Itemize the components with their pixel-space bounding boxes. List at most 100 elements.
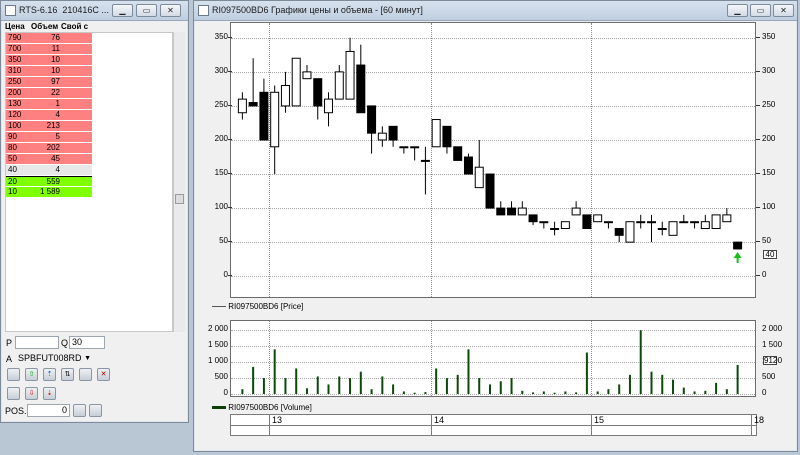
price-gridline [231, 139, 755, 141]
price-chart[interactable] [230, 22, 756, 298]
volume-gridline [231, 394, 755, 395]
candle [603, 221, 613, 229]
candle [463, 153, 473, 175]
flatten-button[interactable] [79, 368, 92, 381]
row-price: 200 [8, 88, 22, 97]
price-tick-mark [756, 207, 760, 209]
order-book-row[interactable]: 40 4 [6, 165, 92, 175]
volume-bar [521, 390, 524, 394]
order-book-header: Цена Объем Свой с [5, 22, 91, 31]
volume-bar [489, 384, 491, 394]
volume-tick-right: 1 500 [762, 340, 783, 350]
close-button[interactable]: ✕ [160, 4, 181, 17]
price-tick-right: 250 [762, 99, 776, 109]
order-book-row[interactable]: 20 559 [6, 176, 92, 186]
sell-stop-icon[interactable]: ⇣ [43, 387, 56, 400]
volume-bar [305, 388, 308, 394]
row-price: 250 [8, 77, 22, 86]
candle [324, 92, 334, 127]
volume-bar [424, 392, 427, 394]
candle [270, 85, 280, 175]
cancel-all-icon[interactable]: ✕ [97, 368, 110, 381]
order-book-table[interactable]: 790 76 700 11 350 10 310 10 250 97 200 22 130 1 120 4 10… [5, 32, 173, 332]
price-input[interactable] [15, 336, 59, 349]
order-book-row[interactable]: 250 97 [6, 77, 92, 87]
maximize-button[interactable]: ▭ [136, 4, 157, 17]
price-tick-mark [756, 70, 760, 72]
chart-close-button[interactable]: ✕ [773, 4, 794, 17]
order-book-row[interactable]: 700 11 [6, 44, 92, 54]
candle [313, 78, 323, 120]
price-tick-mark [756, 241, 760, 243]
chart-maximize-button[interactable]: ▭ [750, 4, 771, 17]
price-tick-left: 350 [214, 31, 228, 41]
price-tick-mark [756, 36, 760, 38]
buy-limit-icon[interactable]: ⇧ [25, 368, 38, 381]
price-tick-mark [756, 275, 760, 277]
candle [657, 221, 667, 236]
candle [377, 126, 387, 147]
candle [679, 214, 689, 224]
candle [507, 201, 517, 216]
position-refresh-button[interactable] [73, 404, 86, 417]
candle [345, 37, 355, 100]
volume-tick-left: 1 000 [207, 356, 228, 366]
volume-bar [553, 392, 556, 394]
order-book-row[interactable]: 200 22 [6, 88, 92, 98]
price-tick-mark [228, 241, 232, 243]
sell-market-button[interactable] [7, 387, 20, 400]
volume-bar [467, 349, 470, 394]
order-book-row[interactable]: 790 76 [6, 33, 92, 43]
volume-bar [564, 391, 567, 394]
buy-market-button[interactable] [7, 368, 20, 381]
row-volume: 45 [51, 154, 60, 163]
order-book-scrollbar[interactable] [173, 32, 185, 332]
volume-bar [725, 389, 728, 394]
row-price: 310 [8, 66, 22, 75]
candle [722, 208, 732, 223]
volume-bar [499, 381, 502, 394]
order-book-row[interactable]: 90 5 [6, 132, 92, 142]
buy-stop-icon[interactable]: ⇡ [43, 368, 56, 381]
volume-bar [381, 376, 384, 394]
order-book-row[interactable]: 130 1 [6, 99, 92, 109]
minimize-button[interactable]: ▁ [112, 4, 133, 17]
order-book-row[interactable]: 100 213 [6, 121, 92, 131]
price-tick-left: 200 [214, 133, 228, 143]
order-book-row[interactable]: 50 45 [6, 154, 92, 164]
sell-limit-icon[interactable]: ⇩ [25, 387, 38, 400]
candle [517, 201, 527, 216]
volume-chart[interactable] [230, 320, 756, 397]
order-book-row[interactable]: 80 202 [6, 143, 92, 153]
order-book-row[interactable]: 10 1 589 [6, 187, 92, 197]
price-tick-mark [756, 173, 760, 175]
order-book-titlebar[interactable]: RTS-6.16 210416C ... ▁ ▭ ✕ [1, 1, 188, 21]
reverse-icon[interactable]: ⇅ [61, 368, 74, 381]
volume-bar [445, 378, 448, 394]
price-gridline [231, 242, 755, 244]
row-volume: 4 [55, 165, 60, 174]
instrument-select[interactable]: SPBFUT008RD ▼ [15, 352, 95, 365]
quantity-input[interactable]: 30 [69, 336, 105, 349]
price-tick-right: 200 [762, 133, 776, 143]
candle [700, 214, 710, 230]
order-book-row[interactable]: 120 4 [6, 110, 92, 120]
date-axis-divider [231, 425, 756, 426]
scroll-thumb[interactable] [175, 194, 184, 204]
row-price: 700 [8, 44, 22, 53]
position-close-button[interactable] [89, 404, 102, 417]
price-tick-mark [228, 173, 232, 175]
date-axis: 13 14 15 18 [230, 414, 764, 436]
arrow-up-icon [733, 251, 742, 263]
session-gridline [431, 321, 432, 396]
price-tick-right: 150 [762, 168, 776, 178]
order-book-row[interactable]: 350 10 [6, 55, 92, 65]
volume-legend-label: RI097500BD6 [Volume] [228, 403, 312, 412]
candle [646, 214, 656, 243]
order-book-row[interactable]: 310 10 [6, 66, 92, 76]
chart-minimize-button[interactable]: ▁ [727, 4, 748, 17]
chart-titlebar[interactable]: RI097500BD6 Графики цены и объема - [60 … [194, 1, 797, 21]
row-volume: 11 [51, 44, 60, 53]
candle [431, 119, 441, 148]
candle [388, 125, 398, 147]
